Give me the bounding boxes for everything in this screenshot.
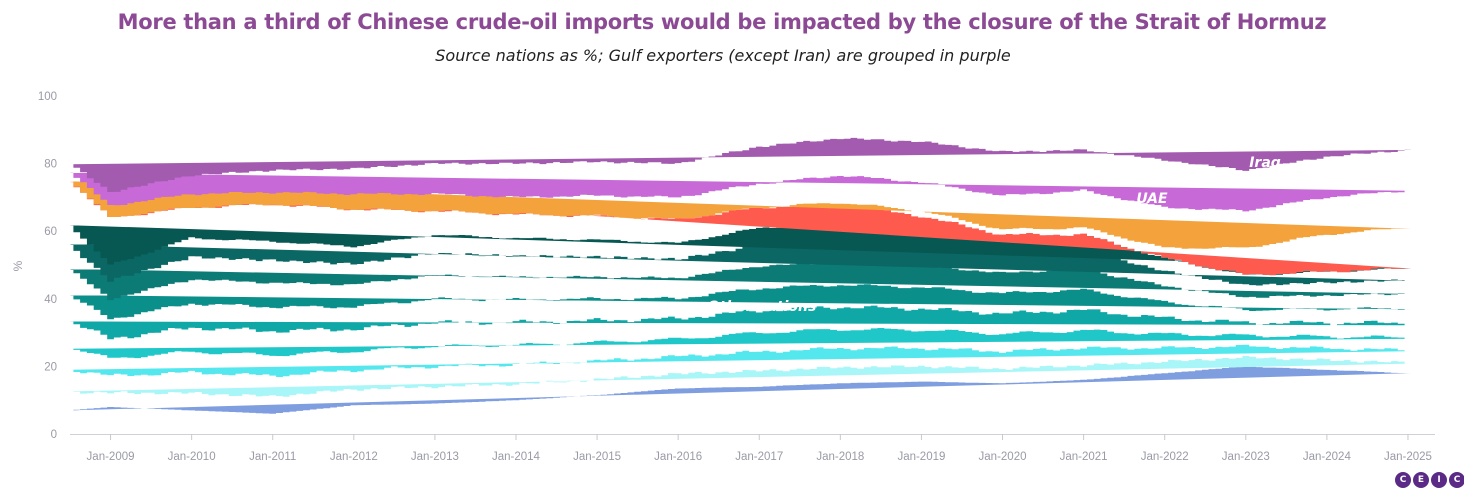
x-tick-label: Jan-2017 xyxy=(735,451,783,463)
ceic-logo: C E I C xyxy=(1395,472,1464,488)
x-tick-label: Jan-2016 xyxy=(654,451,702,463)
annotation-qatar: Qatar xyxy=(1290,206,1335,222)
annotation-russia: Russia xyxy=(1273,393,1324,409)
logo-letter: E xyxy=(1413,472,1429,488)
area-other-nations-band-2 xyxy=(70,344,1412,377)
x-tick-label: Jan-2010 xyxy=(168,451,216,463)
x-tick-label: Jan-2023 xyxy=(1222,451,1270,463)
y-tick-label: 40 xyxy=(44,294,57,306)
logo-letter: I xyxy=(1431,472,1447,488)
x-tick-label: Jan-2019 xyxy=(897,451,945,463)
area-other-nations-band-3 xyxy=(70,328,1412,359)
x-tick-label: Jan-2025 xyxy=(1384,451,1432,463)
annotation-other-nations: Other nations xyxy=(708,299,817,315)
x-tick-label: Jan-2022 xyxy=(1141,451,1189,463)
x-tick-label: Jan-2009 xyxy=(87,451,135,463)
axes: 0 20 40 60 80 100 Jan-2009 Jan-2010 Jan-2011 Jan-… xyxy=(38,91,1435,463)
y-tick-label: 100 xyxy=(38,91,57,103)
area-other-nations-band-1 xyxy=(70,355,1412,397)
x-tick-label: Jan-2018 xyxy=(816,451,864,463)
annotation-iran: Iran xyxy=(316,211,348,227)
area-uae xyxy=(70,172,1412,212)
x-tick-label: Jan-2024 xyxy=(1303,451,1352,463)
y-tick-label: 20 xyxy=(44,361,57,373)
area-iraq xyxy=(70,137,1412,192)
area-other-nations-band-6 xyxy=(70,262,1412,301)
annotation-saudi-arabia: Saudi Arabia xyxy=(1110,113,1211,129)
chart-title: More than a third of Chinese crude-oil i… xyxy=(117,10,1327,34)
y-tick-label: 80 xyxy=(44,159,57,171)
area-layers xyxy=(70,137,1412,414)
y-axis-label: % xyxy=(11,260,25,271)
area-qatar xyxy=(70,181,1412,249)
annotation-iraq: Iraq xyxy=(1249,155,1281,171)
y-tick-label: 0 xyxy=(51,429,57,441)
x-tick-label: Jan-2020 xyxy=(979,451,1027,463)
logo-letter: C xyxy=(1395,472,1411,488)
area-russia xyxy=(70,366,1412,414)
annotation-uae: UAE xyxy=(1136,191,1168,207)
y-tick-label: 60 xyxy=(44,226,57,238)
area-other-nations-band-4 xyxy=(70,305,1412,340)
logo-letter: C xyxy=(1449,472,1464,488)
area-other-nations-band-5 xyxy=(70,284,1412,320)
x-tick-label: Jan-2015 xyxy=(573,451,621,463)
x-tick-label: Jan-2012 xyxy=(330,451,378,463)
x-tick-label: Jan-2011 xyxy=(249,451,296,463)
x-tick-label: Jan-2021 xyxy=(1060,451,1108,463)
x-tick-label: Jan-2014 xyxy=(492,451,541,463)
annotations: Saudi Arabia Iraq UAE Qatar Iran Other nation… xyxy=(316,113,1335,409)
chart-subtitle: Source nations as %; Gulf exporters (exc… xyxy=(435,46,1011,65)
x-tick-label: Jan-2013 xyxy=(411,451,459,463)
